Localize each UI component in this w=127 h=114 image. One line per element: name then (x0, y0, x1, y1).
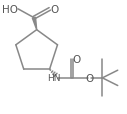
Text: O: O (85, 73, 93, 83)
Text: HN: HN (47, 74, 61, 83)
Text: HO: HO (2, 5, 18, 15)
Text: O: O (50, 5, 59, 15)
Polygon shape (32, 18, 37, 30)
Text: O: O (73, 55, 81, 65)
